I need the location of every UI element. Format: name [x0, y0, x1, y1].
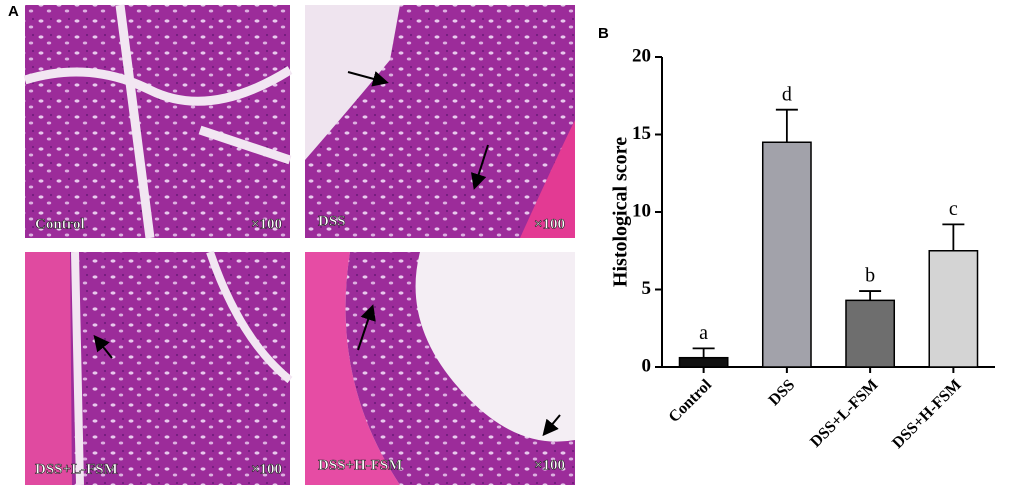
- error-bar: [942, 223, 965, 251]
- arrow: [542, 414, 561, 437]
- significance-letter: c: [949, 198, 958, 220]
- significance-letter: d: [782, 83, 792, 105]
- significance-letter: a: [699, 322, 708, 344]
- magnification: ×100: [534, 216, 565, 232]
- arrow: [471, 144, 489, 190]
- tissue-gap: [23, 4, 293, 239]
- y-tick-label: 0: [642, 355, 652, 376]
- panel-label: A: [8, 3, 19, 20]
- muscle: [25, 252, 72, 485]
- bar: [845, 299, 896, 368]
- x-tick-label: Control: [666, 376, 716, 426]
- tissue: [345, 252, 575, 485]
- magnification: ×100: [251, 461, 282, 477]
- x-tick-label: DSS: [766, 376, 799, 409]
- image-caption: DSS+H-FSM: [318, 457, 402, 473]
- x-tick-label: DSS+H-FSM: [889, 376, 965, 452]
- arrow: [357, 304, 376, 351]
- bar: [928, 250, 979, 368]
- error-bar: [775, 108, 798, 143]
- tissue-gap: [305, 5, 400, 160]
- y-tick-label: 5: [642, 278, 652, 299]
- y-tick-label: 20: [632, 45, 651, 66]
- muscle: [520, 120, 575, 238]
- bar: [678, 356, 729, 368]
- x-tick-label: DSS+L-FSM: [807, 376, 881, 450]
- muscle: [305, 252, 400, 485]
- magnification: ×100: [534, 457, 565, 473]
- arrow: [93, 334, 113, 359]
- tissue-gap: [71, 250, 293, 486]
- magnification: ×100: [251, 216, 282, 232]
- error-bar: [859, 290, 882, 301]
- panel-label: B: [598, 25, 609, 42]
- y-tick-label: 10: [632, 200, 651, 221]
- image-caption: DSS+L-FSM: [35, 461, 118, 477]
- y-axis-title: Histological score: [610, 137, 632, 287]
- significance-letter: b: [865, 265, 875, 287]
- histology-panels: [23, 4, 575, 486]
- error-bar: [692, 347, 715, 358]
- image: [25, 5, 290, 238]
- image-caption: DSS: [318, 213, 346, 229]
- y-tick-label: 15: [632, 123, 651, 144]
- image-caption: Control: [35, 216, 85, 232]
- arrow: [347, 71, 389, 87]
- bar: [761, 141, 812, 368]
